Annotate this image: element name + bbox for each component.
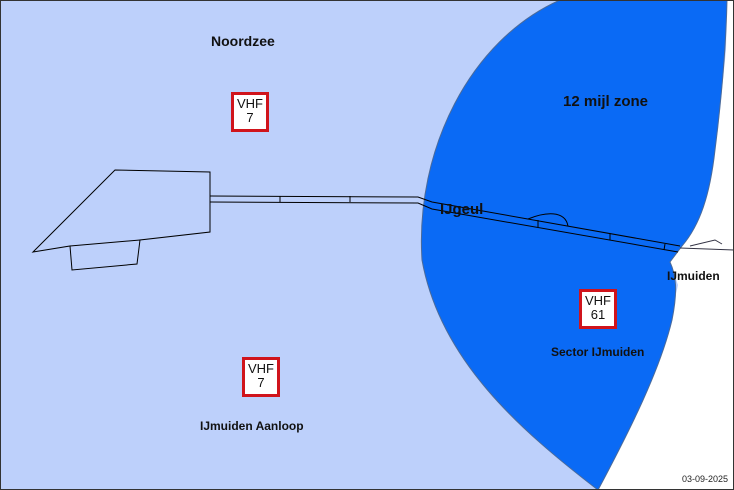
ijgeul-channel: [209, 195, 734, 253]
label-sector-ijmuiden: Sector IJmuiden: [551, 345, 645, 359]
label-ijmuiden: IJmuiden: [667, 269, 720, 283]
vhf-channel-box: VHF 7: [242, 357, 280, 397]
vhf-channel-box: VHF 61: [579, 289, 617, 329]
map-date: 03-09-2025: [681, 474, 728, 484]
label-12-mile-zone: 12 mijl zone: [563, 93, 649, 110]
12-mile-zone: [420, 0, 728, 490]
land-area: [598, 0, 734, 490]
label-ijgeul: IJgeul: [440, 201, 484, 218]
vhf-channel-box: VHF 7: [231, 92, 269, 132]
label-noordzee: Noordzee: [211, 33, 275, 49]
label-ijmuiden-aanloop: IJmuiden Aanloop: [200, 419, 304, 433]
